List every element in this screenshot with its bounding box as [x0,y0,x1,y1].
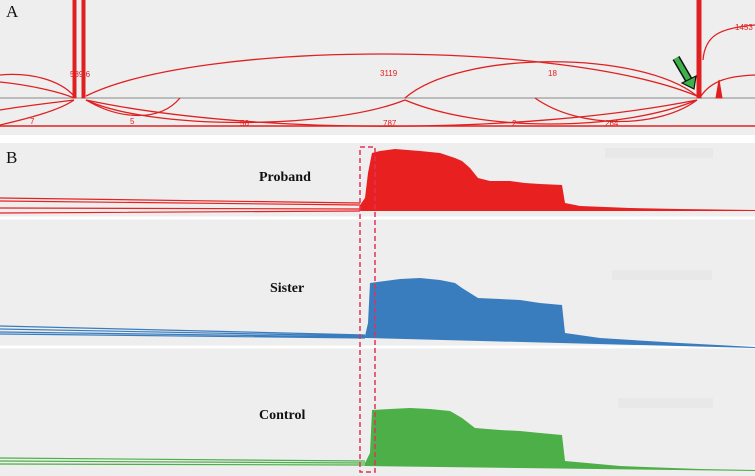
label-7: 7 [30,117,35,126]
label-3119: 3119 [380,69,398,78]
track-label-sister: Sister [270,281,305,296]
coverage-peak-left-2 [81,0,86,99]
coverage-track-sister [0,278,755,348]
label-18: 18 [548,69,557,78]
panel-b-coverage-tracks: B Proband Sister Control [0,143,755,476]
coverage-track-control [0,408,755,471]
panel-b-letter: B [6,148,18,167]
arc-left-under [0,99,75,111]
control-coverage [365,408,755,471]
label-787: 787 [383,119,397,128]
proband-coverage [360,149,755,211]
track-label-control: Control [259,408,306,423]
label-5: 5 [130,117,135,126]
label-539: 539.6 [70,70,91,79]
coverage-peak-right [696,0,702,99]
sashimi-svg: 539.6 3119 18 1453 7 5 56 787 2 264 [0,0,755,128]
track-label-proband: Proband [259,170,311,185]
arc-18 [404,61,698,99]
arc-2 [404,99,698,125]
proband-lines [0,197,361,214]
green-arrow-icon [672,55,697,90]
coverage-track-proband [0,149,755,214]
arc-56 [85,99,406,124]
highlight-dashed-box [359,146,376,473]
label-264: 264 [605,119,619,128]
arc-264 [534,97,698,123]
arc-7 [0,99,75,126]
arc-5 [85,97,181,117]
coverage-peak-left-1 [72,0,77,99]
coverage-small-right [715,79,723,99]
panel-a-letter: A [6,2,19,21]
faint-box-2 [612,270,712,280]
faint-box-3 [618,398,713,408]
panel-a-sashimi-plot: A 539.6 [0,0,755,135]
arc-left-loop-2 [0,81,75,99]
arc-787 [85,99,698,127]
label-56: 56 [240,119,249,128]
sister-lines [0,325,366,339]
faint-box-1 [605,148,713,158]
arc-right-loop [700,74,755,97]
arc-1453 [702,24,755,61]
arc-left-loop-1 [0,73,75,97]
label-2: 2 [512,119,517,128]
sister-coverage [365,278,755,348]
coverage-svg [0,146,755,473]
arc-3119 [85,53,698,97]
label-1453: 1453 [735,23,753,32]
control-lines [0,457,366,466]
